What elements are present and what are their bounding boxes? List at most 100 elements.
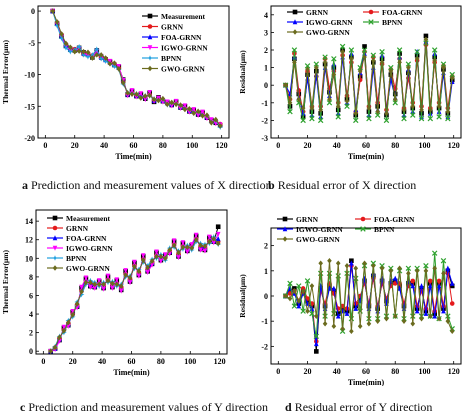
data-point [397,59,402,66]
y-tick-label: 0 [29,347,33,356]
y-tick-label: -2 [261,116,268,125]
data-point [440,258,447,264]
data-point [441,308,446,314]
data-point [418,115,425,122]
legend-swatch-marker [52,265,58,271]
data-point [189,242,195,248]
x-tick-label: 60 [362,141,370,150]
data-point [305,296,310,301]
data-point [198,247,203,253]
data-point [414,268,420,274]
x-tick-label: 100 [186,141,198,150]
y-axis-label: Residual(μm) [238,274,247,318]
data-point [107,60,113,67]
data-point [123,268,128,274]
data-point [401,107,407,113]
x-tick-label: 0 [41,357,45,366]
y-tick-label: 0 [264,292,268,301]
data-point [375,108,380,115]
data-point [193,232,199,238]
data-point [419,107,424,113]
data-point [357,323,363,330]
x-tick-label: 120 [448,141,460,150]
legend-swatch-marker [360,216,366,222]
data-point [410,320,416,327]
data-point [449,75,455,81]
caption-c-letter: c [20,400,26,414]
data-point [388,64,394,71]
data-point [374,112,381,118]
y-tick-label: 12 [25,236,33,245]
data-point [111,63,118,70]
caption-c: c Prediction and measurement values of Y… [20,400,268,415]
data-point [89,52,96,58]
data-point [440,61,447,67]
x-tick-label: 120 [448,367,460,376]
data-point [327,257,332,264]
legend-entry-label: GRNN [296,215,319,224]
data-point [287,108,293,115]
data-point [125,90,130,96]
x-tick-label: 60 [362,367,370,376]
data-point [147,90,152,96]
x-tick-label: 120 [214,357,226,366]
caption-d-letter: d [285,400,292,414]
data-point [428,313,433,319]
data-point [180,244,186,250]
data-point [344,270,350,277]
data-point [112,60,117,66]
legend-entry-label: GRNN [66,224,89,233]
legend-swatch-marker [282,226,288,232]
data-point [118,288,124,294]
data-point [313,333,320,340]
data-point [428,278,433,284]
data-point [76,48,82,54]
data-point [441,64,446,71]
data-point [384,110,389,117]
data-point [54,19,60,25]
y-tick-label: 14 [25,217,33,226]
legend-swatch-marker [282,216,288,222]
y-axis-label: Residual(μm) [238,50,247,94]
data-point [198,242,203,249]
data-point [322,313,328,319]
data-point [331,56,337,62]
y-tick-label: 2 [264,46,268,55]
legend-swatch-marker [368,19,374,25]
data-point [182,103,188,109]
data-point [353,275,359,282]
data-point [217,123,223,129]
data-point [207,234,212,240]
data-point [339,43,346,50]
data-point [213,116,219,123]
caption-a-letter: a [22,178,28,192]
y-tick-label: 1 [264,64,268,73]
data-point [423,268,429,274]
y-tick-label: -20 [24,134,35,143]
y-tick-label: 3 [264,28,268,37]
data-point [63,45,69,51]
data-point [287,295,293,302]
data-point [296,283,302,289]
data-point [445,265,451,271]
data-point [371,262,376,269]
data-point [178,102,183,108]
data-point [423,310,429,316]
x-tick-label: 20 [304,367,312,376]
data-point [81,48,86,55]
data-point [193,236,199,243]
legend-entry-label: GRNN [306,8,329,17]
x-tick-label: 40 [100,141,108,150]
data-point [296,96,302,103]
data-point [326,270,333,277]
data-point [204,112,210,118]
data-point [123,272,128,278]
data-point [305,308,310,314]
data-point [180,240,186,246]
data-point [134,91,139,98]
data-point [362,44,367,49]
data-point [207,238,212,245]
data-point [331,323,337,330]
data-point [335,114,341,120]
legend-swatch-marker [52,235,58,241]
